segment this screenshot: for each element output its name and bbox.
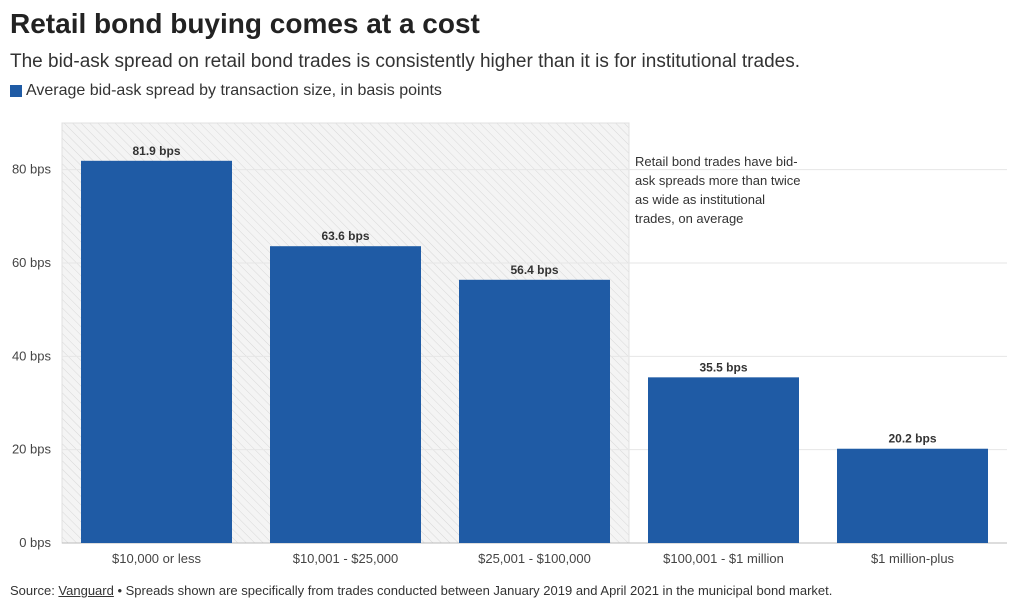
annotation-line: trades, on average [635,211,743,226]
data-label: 20.2 bps [888,432,936,446]
y-tick-label: 20 bps [12,442,52,457]
x-tick-label: $10,001 - $25,000 [293,551,399,566]
source-link[interactable]: Vanguard [58,583,114,598]
source-note: Source: Vanguard • Spreads shown are spe… [10,583,832,598]
bar-5 [837,448,988,543]
bar-1 [81,160,232,544]
legend-label: Average bid-ask spread by transaction si… [26,82,442,99]
legend-swatch [10,85,22,97]
y-tick-label: 0 bps [19,535,51,550]
source-text: • Spreads shown are specifically from tr… [113,583,833,598]
bar-3 [459,279,610,543]
data-label: 63.6 bps [321,229,369,243]
legend: Average bid-ask spread by transaction si… [10,82,442,100]
chart-title: Retail bond buying comes at a cost [10,8,480,39]
data-label: 81.9 bps [132,144,180,158]
x-tick-label: $1 million-plus [871,551,955,566]
y-tick-label: 60 bps [12,255,52,270]
bar-2 [270,246,421,543]
x-tick-label: $10,000 or less [112,551,201,566]
source-prefix: Source: [10,583,59,598]
y-tick-label: 80 bps [12,162,52,177]
annotation-line: Retail bond trades have bid- [635,154,798,169]
chart-subtitle: The bid-ask spread on retail bond trades… [10,51,800,72]
x-tick-label: $25,001 - $100,000 [478,551,591,566]
annotation-line: as wide as institutional [635,192,765,207]
y-tick-label: 40 bps [12,348,52,363]
x-tick-label: $100,001 - $1 million [663,551,784,566]
data-label: 35.5 bps [699,360,747,374]
bar-4 [648,377,799,543]
annotation-line: ask spreads more than twice [635,173,800,188]
data-label: 56.4 bps [510,263,558,277]
